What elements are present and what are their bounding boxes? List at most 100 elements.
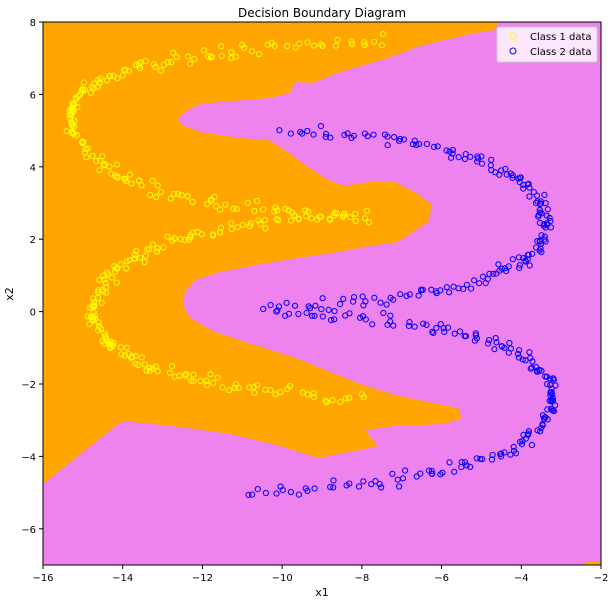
- class-2-point: [308, 312, 316, 319]
- class-1-point: [131, 251, 139, 258]
- class-1-point: [244, 199, 251, 206]
- class-1-point: [213, 202, 220, 210]
- class-1-point: [302, 207, 309, 214]
- class-2-point: [295, 491, 302, 498]
- class-2-point: [544, 381, 551, 388]
- class-1-point: [102, 280, 109, 287]
- x-tick-label: −2: [594, 573, 609, 584]
- class-2-point: [440, 325, 447, 332]
- class-2-point: [406, 291, 413, 298]
- class-2-point: [355, 483, 363, 490]
- class-1-point: [98, 299, 105, 307]
- class-1-point: [100, 288, 107, 295]
- class-2-point: [371, 294, 378, 301]
- class-2-point: [360, 478, 367, 485]
- class-1-point: [87, 89, 94, 97]
- class-2-point: [383, 301, 390, 308]
- class-1-point: [218, 43, 225, 50]
- class-1-point: [262, 225, 269, 232]
- class-1-point: [73, 132, 80, 139]
- class-2-point: [378, 484, 385, 491]
- class-2-point: [310, 131, 317, 138]
- class-2-point: [538, 249, 545, 256]
- class-1-point: [295, 216, 302, 223]
- class-2-point: [530, 189, 537, 196]
- class-1-point: [222, 201, 229, 208]
- class-1-point: [173, 53, 180, 61]
- class-2-point: [245, 491, 252, 498]
- class-2-point: [533, 244, 540, 251]
- class-1-point: [246, 384, 253, 391]
- class-2-point: [493, 339, 500, 346]
- class-2-point: [360, 302, 367, 309]
- class-2-point: [443, 284, 450, 291]
- class-2-point: [325, 306, 332, 313]
- class-2-point: [547, 375, 554, 382]
- class-1-point: [170, 190, 177, 198]
- class-2-point: [546, 214, 553, 221]
- class-2-point: [506, 339, 513, 347]
- class-1-point: [310, 394, 317, 401]
- class-1-point: [93, 157, 100, 165]
- class-2-point: [330, 477, 337, 484]
- class-2-point: [484, 340, 492, 347]
- class-2-point: [484, 275, 491, 283]
- legend-marker-class-1: [509, 32, 517, 40]
- class-2-point: [539, 412, 547, 419]
- class-2-point: [502, 165, 509, 172]
- class-1-point: [358, 391, 365, 398]
- class-1-point: [230, 205, 237, 212]
- class-2-point: [409, 141, 416, 148]
- class-1-point: [80, 79, 88, 86]
- class-1-point: [133, 247, 140, 254]
- class-1-point: [217, 229, 224, 236]
- class-1-point: [78, 86, 86, 93]
- class-1-point: [102, 333, 109, 340]
- class-1-point: [200, 47, 207, 54]
- class-1-point: [98, 325, 105, 332]
- class-1-point: [361, 39, 368, 46]
- class-2-point: [533, 364, 540, 371]
- class-1-point: [138, 354, 145, 361]
- class-1-point: [322, 397, 329, 404]
- class-1-point: [166, 369, 173, 376]
- class-1-point: [226, 387, 233, 394]
- class-2-point: [403, 292, 410, 299]
- class-1-point: [204, 200, 211, 207]
- class-2-point: [387, 318, 394, 325]
- class-2-point: [420, 320, 427, 327]
- class-2-point: [389, 470, 396, 477]
- class-2-point: [455, 154, 462, 161]
- class-1-point: [190, 229, 197, 236]
- class-2-point: [380, 309, 387, 317]
- class-2-point: [285, 310, 293, 317]
- class-2-point: [369, 321, 376, 328]
- class-2-point: [510, 443, 517, 450]
- class-2-point: [527, 365, 534, 372]
- class-2-point: [526, 193, 533, 200]
- class-2-point: [444, 324, 452, 331]
- class-1-point: [228, 48, 235, 56]
- class-1-point: [308, 215, 315, 222]
- class-2-point: [536, 238, 544, 245]
- class-1-point: [90, 301, 97, 308]
- class-2-point: [312, 302, 319, 309]
- class-1-point: [123, 258, 130, 265]
- class-2-point: [254, 486, 261, 493]
- class-2-point: [522, 357, 529, 364]
- class-1-point: [329, 397, 336, 404]
- class-1-point: [271, 208, 278, 215]
- class-2-point: [492, 335, 499, 342]
- class-2-point: [376, 480, 383, 488]
- class-2-point: [527, 354, 534, 362]
- class-1-point: [96, 167, 103, 174]
- class-1-point: [160, 244, 167, 251]
- class-2-point: [528, 364, 535, 371]
- class-1-point: [379, 30, 387, 38]
- class-2-point: [516, 264, 523, 271]
- class-1-point: [198, 231, 205, 238]
- class-2-point: [377, 299, 384, 306]
- y-tick-label: −4: [21, 452, 36, 463]
- class-1-point: [129, 353, 136, 360]
- class-2-point: [390, 296, 397, 303]
